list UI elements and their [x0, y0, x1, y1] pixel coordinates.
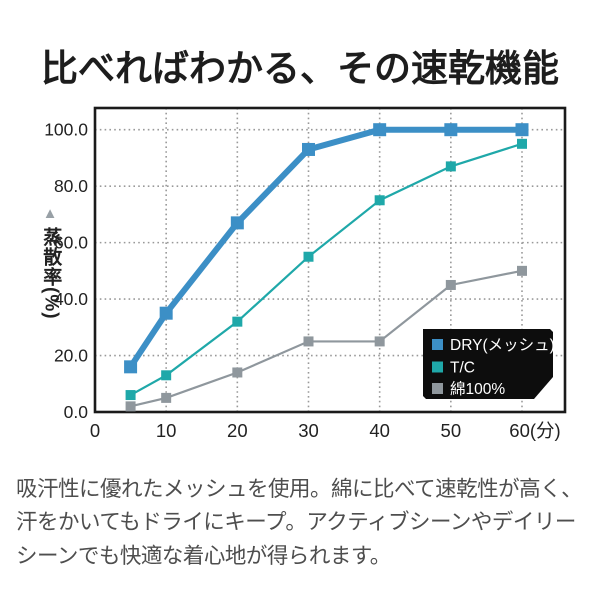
x-tick-label: 50	[441, 420, 462, 441]
x-tick-label: 30	[298, 420, 319, 441]
y-tick-label: 20.0	[54, 346, 88, 366]
page-title: 比べればわかる、その速乾機能	[41, 48, 559, 89]
triangle-up-icon: ▲	[42, 205, 58, 222]
legend-label: DRY(メッシュ)	[450, 337, 555, 354]
data-point	[161, 392, 172, 403]
plot-border	[93, 106, 567, 414]
data-point	[232, 367, 243, 378]
data-point	[125, 390, 136, 401]
data-point	[125, 401, 136, 412]
evaporation-chart: DRY(メッシュ) T/C 綿100% 0.0 20.0 40.0 60.0 80.0 100.…	[0, 100, 600, 450]
chart-canvas: DRY(メッシュ) T/C 綿100% 0.0 20.0 40.0 60.0 80.0 100.…	[44, 106, 567, 441]
x-tick-label: 60(分)	[509, 420, 560, 441]
y-tick-label: 80.0	[54, 176, 88, 196]
data-point	[515, 123, 529, 137]
y-axis-label: 蒸散率(%)	[40, 227, 62, 320]
data-point	[445, 161, 456, 172]
legend-label: 綿100%	[450, 380, 505, 398]
data-point	[232, 316, 243, 327]
legend-swatch	[432, 383, 443, 394]
data-point	[124, 360, 138, 374]
data-point	[444, 123, 458, 137]
y-tick-label: 60.0	[54, 233, 88, 253]
x-tick-label: 40	[369, 420, 390, 441]
data-point	[374, 195, 385, 206]
legend-box	[423, 329, 553, 399]
data-point	[303, 251, 314, 262]
data-point	[374, 336, 385, 347]
y-tick-label: 100.0	[44, 120, 88, 140]
data-point	[159, 306, 173, 320]
y-tick-label: 40.0	[54, 289, 88, 309]
data-point	[161, 370, 172, 381]
legend-swatch	[432, 339, 443, 350]
data-point	[230, 216, 244, 230]
x-tick-label: 0	[90, 420, 100, 441]
data-point	[302, 142, 315, 156]
product-description: 吸汗性に優れたメッシュを使用。綿に比べて速乾性が高く、汗をかいてもドライにキープ…	[16, 476, 583, 568]
data-point	[373, 123, 387, 137]
legend-swatch	[432, 361, 443, 373]
x-tick-label: 10	[156, 420, 177, 441]
y-tick-label: 0.0	[64, 402, 89, 422]
data-point	[517, 265, 527, 276]
x-tick-label: 20	[227, 420, 248, 441]
data-point	[445, 279, 456, 290]
data-point	[517, 138, 527, 149]
legend-label: T/C	[450, 360, 475, 377]
data-point	[303, 336, 314, 347]
y-axis-label-block: ▲ 蒸散率(%)	[30, 205, 70, 320]
